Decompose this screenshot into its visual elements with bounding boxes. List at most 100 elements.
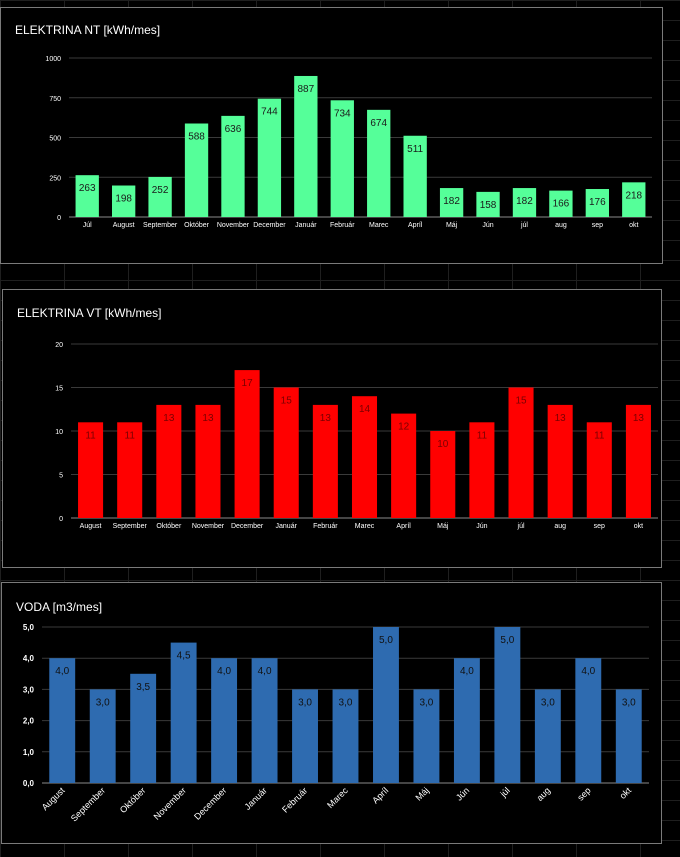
data-label: 263 [79, 183, 96, 194]
y-tick-label: 10 [55, 429, 63, 436]
x-tick-label: okt [618, 785, 634, 801]
y-tick-label: 5,0 [23, 623, 35, 632]
x-tick-label: November [152, 785, 188, 821]
x-tick-label: sep [594, 523, 605, 530]
data-label: 15 [515, 396, 527, 407]
data-label: 511 [407, 144, 423, 155]
bar [332, 689, 359, 783]
bar [148, 176, 172, 217]
data-label: 4,0 [217, 666, 231, 677]
bar [547, 404, 573, 518]
data-label: 11 [125, 430, 136, 441]
y-tick-label: 5 [59, 473, 63, 480]
bar [453, 658, 480, 783]
data-label: 15 [281, 396, 293, 407]
data-label: 734 [334, 108, 351, 119]
bar [575, 658, 602, 783]
data-label: 3,0 [339, 697, 353, 708]
x-tick-label: Jún [482, 222, 493, 229]
x-tick-label: August [113, 222, 135, 229]
x-tick-label: Máj [446, 222, 458, 229]
x-tick-label: Október [118, 785, 148, 815]
data-label: 17 [242, 378, 254, 389]
bar [49, 658, 76, 783]
chart-panel-elektrina-vt: ELEKTRINA VT [kWh/mes] 0 5 10 15 20 11 August 1… [2, 289, 662, 568]
x-tick-label: Apríl [396, 523, 411, 530]
y-tick-label: 0 [59, 516, 63, 523]
bar [625, 404, 651, 518]
data-label: 11 [594, 430, 605, 441]
x-tick-label: Apríl [408, 222, 423, 229]
data-label: 13 [163, 413, 175, 424]
y-tick-label: 2,0 [23, 717, 35, 726]
data-label: 14 [359, 404, 371, 415]
chart-voda: 0,0 1,0 2,0 3,0 4,0 5,0 4,0 August 3,0 September 3… [23, 623, 649, 824]
data-label: 5,0 [379, 635, 393, 646]
bar [130, 673, 157, 783]
bar [170, 642, 197, 783]
x-tick-label: sep [575, 785, 592, 802]
x-tick-label: December [231, 523, 264, 530]
data-label: 182 [516, 196, 533, 207]
data-label: 166 [553, 199, 570, 210]
chart-panel-elektrina-nt: ELEKTRINA NT [kWh/mes] 0 250 500 750 1000 263… [0, 7, 663, 264]
data-label: 3,0 [622, 697, 636, 708]
data-label: 198 [115, 194, 132, 205]
x-tick-label: Marec [355, 523, 375, 530]
bar [156, 404, 182, 518]
x-tick-label: Január [242, 785, 269, 812]
data-label: 636 [225, 124, 242, 135]
chart-panel-voda: VODA [m3/mes] 0,0 1,0 2,0 3,0 4,0 5,0 4,0 Augus… [1, 582, 662, 844]
data-label: 11 [477, 430, 488, 441]
x-tick-label: Máj [414, 785, 431, 802]
x-tick-label: Marec [325, 785, 350, 810]
bar [413, 689, 440, 783]
bar [312, 404, 338, 518]
bar [373, 627, 399, 783]
bar [615, 689, 642, 783]
chart-elektrina-vt: 0 5 10 15 20 11 August 11 September 13 Október 13 No… [55, 342, 658, 530]
y-tick-label: 750 [49, 96, 61, 103]
x-tick-label: okt [634, 523, 643, 530]
bar [221, 115, 245, 217]
data-label: 5,0 [500, 635, 514, 646]
x-tick-label: júl [517, 523, 525, 530]
bar [89, 689, 116, 783]
data-label: 252 [152, 185, 169, 196]
bar [351, 396, 378, 518]
x-tick-label: December [253, 222, 286, 229]
bar [257, 98, 282, 217]
y-tick-label: 3,0 [23, 685, 35, 694]
x-tick-label: okt [629, 222, 638, 229]
data-label: 3,0 [96, 697, 110, 708]
y-tick-label: 1000 [45, 56, 61, 63]
x-tick-label: September [143, 222, 178, 229]
x-tick-label: aug [535, 785, 553, 803]
x-tick-label: júl [520, 222, 528, 229]
chart-title: ELEKTRINA VT [kWh/mes] [17, 306, 162, 320]
data-label: 158 [480, 200, 497, 211]
bar [585, 189, 610, 217]
data-label: 11 [85, 430, 96, 441]
data-label: 744 [261, 107, 278, 118]
bar [476, 191, 500, 217]
data-label: 674 [370, 118, 387, 129]
x-tick-label: Jún [454, 785, 471, 802]
x-tick-label: Február [330, 222, 355, 229]
data-label: 12 [398, 422, 410, 433]
data-label: 13 [320, 413, 332, 424]
data-label: 182 [443, 196, 460, 207]
data-label: 176 [589, 197, 606, 208]
x-tick-label: Júl [83, 222, 92, 229]
x-tick-label: Apríl [370, 785, 390, 805]
bar [211, 658, 238, 783]
data-label: 13 [555, 413, 567, 424]
x-tick-label: Január [276, 523, 298, 530]
bar [508, 387, 534, 518]
x-tick-label: September [113, 523, 148, 530]
bar [430, 431, 456, 518]
bar [549, 190, 573, 217]
bar [75, 175, 99, 217]
bar [251, 658, 278, 783]
y-tick-label: 250 [49, 175, 61, 182]
